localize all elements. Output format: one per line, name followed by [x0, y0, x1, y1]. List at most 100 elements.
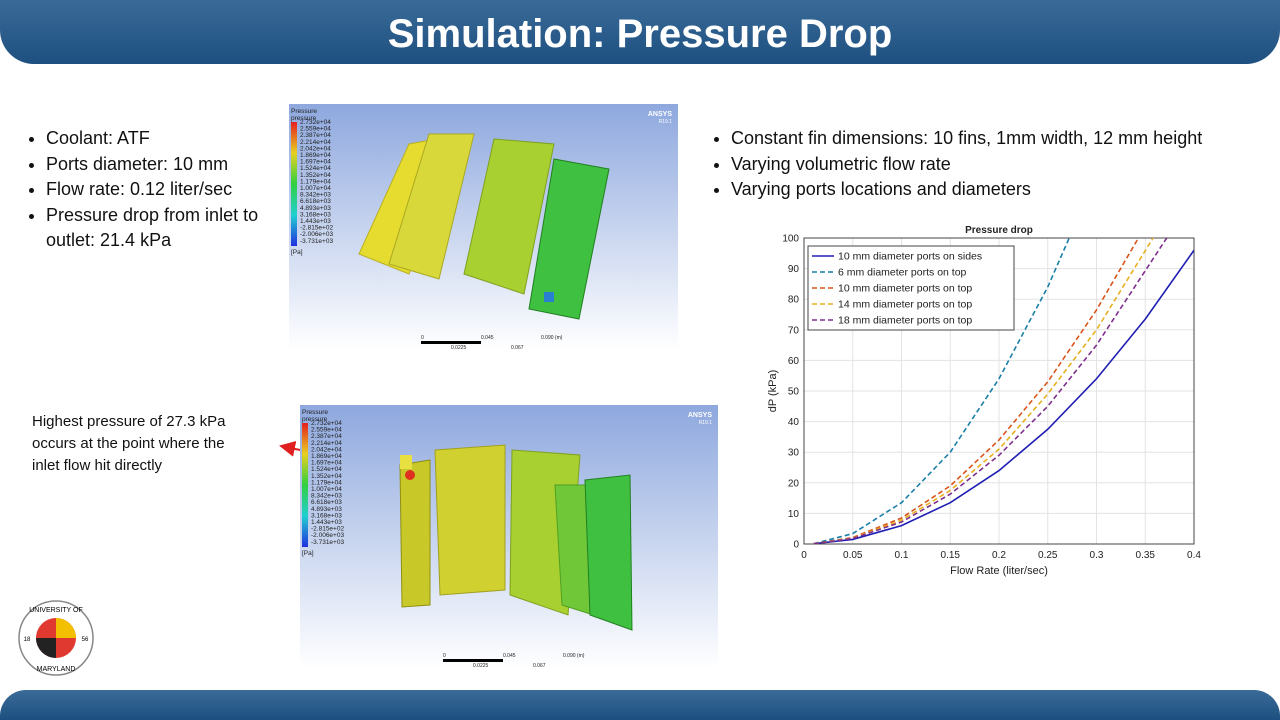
y-tick-label: 10 — [788, 509, 800, 520]
legend-level: 1.869e+04 — [311, 453, 342, 460]
bullet: Coolant: ATF — [46, 126, 296, 152]
legend-level: 8.342e+03 — [311, 493, 342, 500]
annotation-line: inlet flow hit directly — [32, 457, 163, 474]
logo-text: UNIVERSITY OF — [29, 607, 83, 614]
legend-variable: pressure — [291, 115, 317, 122]
y-tick-label: 60 — [788, 356, 800, 367]
legend: Pressurepressure2.732e+042.559e+042.387e… — [302, 409, 712, 668]
logo: UNIVERSITY OF MARYLAND 18 56 — [18, 600, 94, 676]
legend-level: 1.179e+04 — [300, 178, 331, 185]
legend-label: 10 mm diameter ports on sides — [838, 251, 982, 263]
legend-level: 1.443e+03 — [311, 519, 342, 526]
legend-level: 2.214e+04 — [300, 139, 331, 146]
legend-level: 2.042e+04 — [311, 446, 342, 453]
legend-level: 1.697e+04 — [300, 159, 331, 166]
legend-level: -3.731e+03 — [300, 238, 333, 245]
legend-level: 1.007e+04 — [311, 486, 342, 493]
legend-level: 1.869e+04 — [300, 152, 331, 159]
scale-label: 0.045 — [503, 653, 516, 659]
legend-level: 2.214e+04 — [311, 440, 342, 447]
legend-level: 2.387e+04 — [311, 433, 342, 440]
legend-level: 1.007e+04 — [300, 185, 331, 192]
scale-label: 0.067 — [533, 663, 546, 668]
legend-variable: pressure — [302, 416, 328, 423]
legend-unit: [Pa] — [302, 550, 314, 557]
legend-level: 2.387e+04 — [300, 132, 331, 139]
legend-level: 2.042e+04 — [300, 145, 331, 152]
legend-level: 6.618e+03 — [300, 198, 331, 205]
series-line — [813, 238, 1168, 544]
bullet: Constant fin dimensions: 10 fins, 1mm wi… — [731, 126, 1280, 152]
legend-level: 1.697e+04 — [311, 460, 342, 467]
legend-level: 2.559e+04 — [311, 427, 342, 434]
series-line — [813, 238, 1140, 544]
y-tick-label: 0 — [793, 540, 799, 551]
header-band: Simulation: Pressure Drop — [0, 0, 1280, 64]
scale-label: 0.0225 — [473, 663, 489, 668]
left-bullets: Coolant: ATF Ports diameter: 10 mm Flow … — [16, 126, 296, 254]
x-axis-label: Flow Rate (liter/sec) — [950, 565, 1048, 577]
legend-level: 2.732e+04 — [311, 420, 342, 427]
simulation-image: Pressurepressure2.732e+042.559e+042.387e… — [289, 104, 678, 350]
scale-label: 0.090 (m) — [541, 335, 563, 341]
legend-level: 6.618e+03 — [311, 499, 342, 506]
logo-text: MARYLAND — [37, 666, 76, 673]
bullet: Ports diameter: 10 mm — [46, 152, 296, 178]
x-tick-label: 0.3 — [1090, 550, 1104, 561]
logo-text: 18 — [24, 637, 31, 643]
annotation: Highest pressure of 27.3 kPa occurs at t… — [32, 411, 225, 477]
y-axis-label: dP (kPa) — [767, 370, 779, 413]
scale-label: 0 — [443, 653, 446, 659]
legend-level: -3.731e+03 — [311, 539, 344, 546]
brand: ANSYS — [648, 111, 672, 118]
legend-level: -2.006e+03 — [311, 532, 344, 539]
logo-text: 56 — [82, 637, 89, 643]
legend-label: 14 mm diameter ports on top — [838, 299, 972, 311]
x-tick-label: 0.05 — [843, 550, 863, 561]
legend-level: 8.342e+03 — [300, 192, 331, 199]
bullet: Pressure drop from inlet to outlet: 21.4… — [46, 203, 296, 254]
legend-level: 2.732e+04 — [300, 119, 331, 126]
scale-label: 0.0225 — [451, 345, 467, 350]
scale-label: 0 — [421, 335, 424, 341]
series-line — [813, 249, 1194, 544]
slide-title: Simulation: Pressure Drop — [387, 12, 893, 56]
legend: Pressurepressure2.732e+042.559e+042.387e… — [291, 108, 672, 350]
legend-level: 1.524e+04 — [311, 466, 342, 473]
x-tick-label: 0 — [801, 550, 807, 561]
legend-level: 1.524e+04 — [300, 165, 331, 172]
legend-label: 6 mm diameter ports on top — [838, 267, 967, 279]
legend-level: 3.168e+03 — [300, 211, 331, 218]
legend-box — [807, 245, 1015, 331]
scale-label: 0.045 — [481, 335, 494, 341]
y-tick-label: 20 — [788, 478, 800, 489]
legend-level: 4.893e+03 — [311, 506, 342, 513]
legend-title: Pressure — [302, 409, 328, 416]
scale-label: 0.090 (m) — [563, 653, 585, 659]
y-tick-label: 30 — [788, 448, 800, 459]
bullet: Varying ports locations and diameters — [731, 177, 1280, 203]
brand: ANSYS — [688, 412, 712, 419]
bullet: Varying volumetric flow rate — [731, 152, 1280, 178]
series-line — [813, 238, 1070, 544]
x-tick-label: 0.35 — [1136, 550, 1156, 561]
x-tick-label: 0.1 — [895, 550, 909, 561]
chart-title: Pressure drop — [965, 225, 1033, 236]
y-tick-label: 70 — [788, 325, 800, 336]
scale-label: 0.067 — [511, 345, 524, 350]
version: R19.1 — [659, 119, 673, 125]
legend-level: 1.352e+04 — [311, 473, 342, 480]
legend-level: -2.815e+02 — [300, 225, 333, 232]
legend-title: Pressure — [291, 108, 317, 115]
y-tick-label: 40 — [788, 417, 800, 428]
legend-label: 18 mm diameter ports on top — [838, 315, 972, 327]
x-tick-label: 0.25 — [1038, 550, 1058, 561]
version: R19.1 — [699, 420, 713, 426]
simulation-image: Pressurepressure2.732e+042.559e+042.387e… — [300, 405, 718, 668]
legend-level: 1.179e+04 — [311, 479, 342, 486]
legend-level: 2.559e+04 — [300, 126, 331, 133]
y-tick-label: 90 — [788, 264, 800, 275]
y-tick-label: 100 — [782, 234, 799, 245]
legend-level: -2.006e+03 — [300, 231, 333, 238]
